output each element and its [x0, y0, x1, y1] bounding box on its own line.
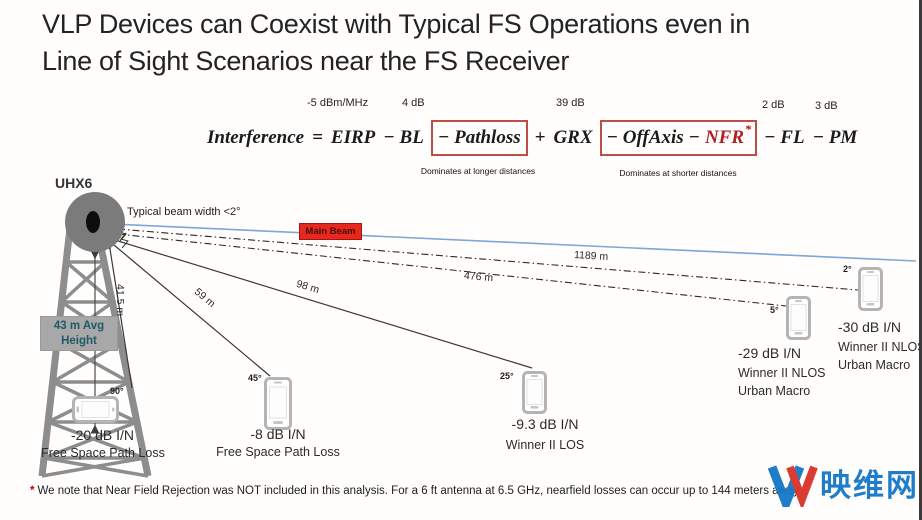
angle-45: 45°	[248, 373, 262, 383]
coeff-eirp: -5 dBm/MHz	[307, 97, 369, 109]
caption-longer-distances: Dominates at longer distances	[420, 166, 536, 176]
ray-25deg	[109, 234, 533, 369]
caption-shorter-distances: Dominates at shorter distances	[619, 168, 737, 178]
yingwei-logo-icon	[768, 465, 818, 507]
formula-minus-bl: − BL	[383, 127, 424, 148]
antenna-label: UHX6	[55, 175, 93, 191]
avg-height-line2: Height	[61, 335, 97, 347]
formula-plus: +	[534, 127, 546, 148]
avg-height-line1: 43 m Avg	[53, 320, 105, 332]
distance-vertical-label: 41.5 m	[114, 284, 126, 317]
coeff-bl: 4 dB	[402, 97, 425, 109]
phone-icon-2deg	[858, 267, 883, 311]
slide-title-line2: Line of Sight Scenarios near the FS Rece…	[42, 46, 570, 76]
avg-height-box: 43 m Avg Height	[40, 316, 118, 351]
phone-icon-5deg	[786, 296, 811, 340]
watermark: 映维网	[768, 463, 919, 507]
model-90deg: Free Space Path Loss	[41, 446, 165, 460]
coeff-pm: 3 dB	[815, 100, 838, 112]
distance-5-label: 476 m	[463, 269, 494, 285]
angle-2: 2°	[843, 264, 852, 274]
slide-title-line1: VLP Devices can Coexist with Typical FS …	[42, 9, 750, 39]
pathloss-box: − Pathloss	[430, 120, 528, 156]
ray-90deg	[104, 240, 133, 389]
main-beam-line	[111, 223, 917, 262]
footnote: * We note that Near Field Rejection was N…	[30, 485, 799, 497]
formula-nfr: NFR	[704, 127, 745, 148]
result-25deg: -9.3 dB I/N	[511, 416, 579, 432]
interference-formula: Interference = EIRP − BL − Pathloss + GR…	[203, 116, 861, 160]
model1-2deg: Winner II NLOS	[838, 340, 922, 354]
beam-width-note: Typical beam width <2°	[127, 206, 241, 218]
formula-minus-pm: − PM	[812, 127, 858, 148]
phone-icon-90deg	[72, 396, 119, 423]
model-45deg: Free Space Path Loss	[216, 445, 340, 459]
angle-90: 90°	[110, 386, 124, 396]
model2-2deg: Urban Macro	[838, 358, 911, 372]
angle-5: 5°	[770, 305, 779, 315]
window-edge	[919, 0, 922, 520]
dish-icon	[65, 192, 125, 252]
formula-offaxis: − OffAxis −	[606, 127, 700, 148]
slide-title: VLP Devices can Coexist with Typical FS …	[42, 6, 750, 80]
formula-minus-fl: − FL	[764, 127, 805, 148]
coeff-fl: 2 dB	[762, 99, 785, 111]
offaxis-nfr-box: − OffAxis − NFR *	[599, 120, 758, 156]
formula-equals: =	[312, 127, 323, 148]
result-90deg: -20 dB I/N	[70, 427, 135, 443]
distance-2-label: 1189 m	[573, 248, 609, 264]
formula-eirp: EIRP	[330, 127, 376, 148]
formula-lhs: Interference	[207, 127, 305, 148]
phone-icon-25deg	[522, 371, 547, 414]
angle-25: 25°	[500, 371, 514, 381]
result-2deg: -30 dB I/N	[838, 319, 902, 335]
formula-grx: GRX	[553, 127, 593, 148]
result-45deg: -8 dB I/N	[250, 426, 306, 442]
nfr-asterisk: *	[745, 121, 752, 136]
coeff-grx: 39 dB	[556, 97, 585, 109]
watermark-text: 映维网	[820, 467, 919, 503]
footnote-asterisk: *	[30, 485, 35, 497]
model-25deg: Winner II LOS	[505, 438, 585, 452]
phone-icon-45deg	[264, 377, 292, 430]
main-beam-badge: Main Beam	[299, 223, 362, 240]
ray-5deg	[110, 229, 787, 307]
ray-45deg	[105, 236, 271, 377]
result-5deg: -29 dB I/N	[738, 345, 802, 361]
footnote-text: We note that Near Field Rejection was NO…	[37, 485, 799, 497]
model2-5deg: Urban Macro	[738, 384, 811, 398]
formula-pathloss: − Pathloss	[437, 127, 521, 148]
model1-5deg: Winner II NLOS	[738, 366, 826, 380]
